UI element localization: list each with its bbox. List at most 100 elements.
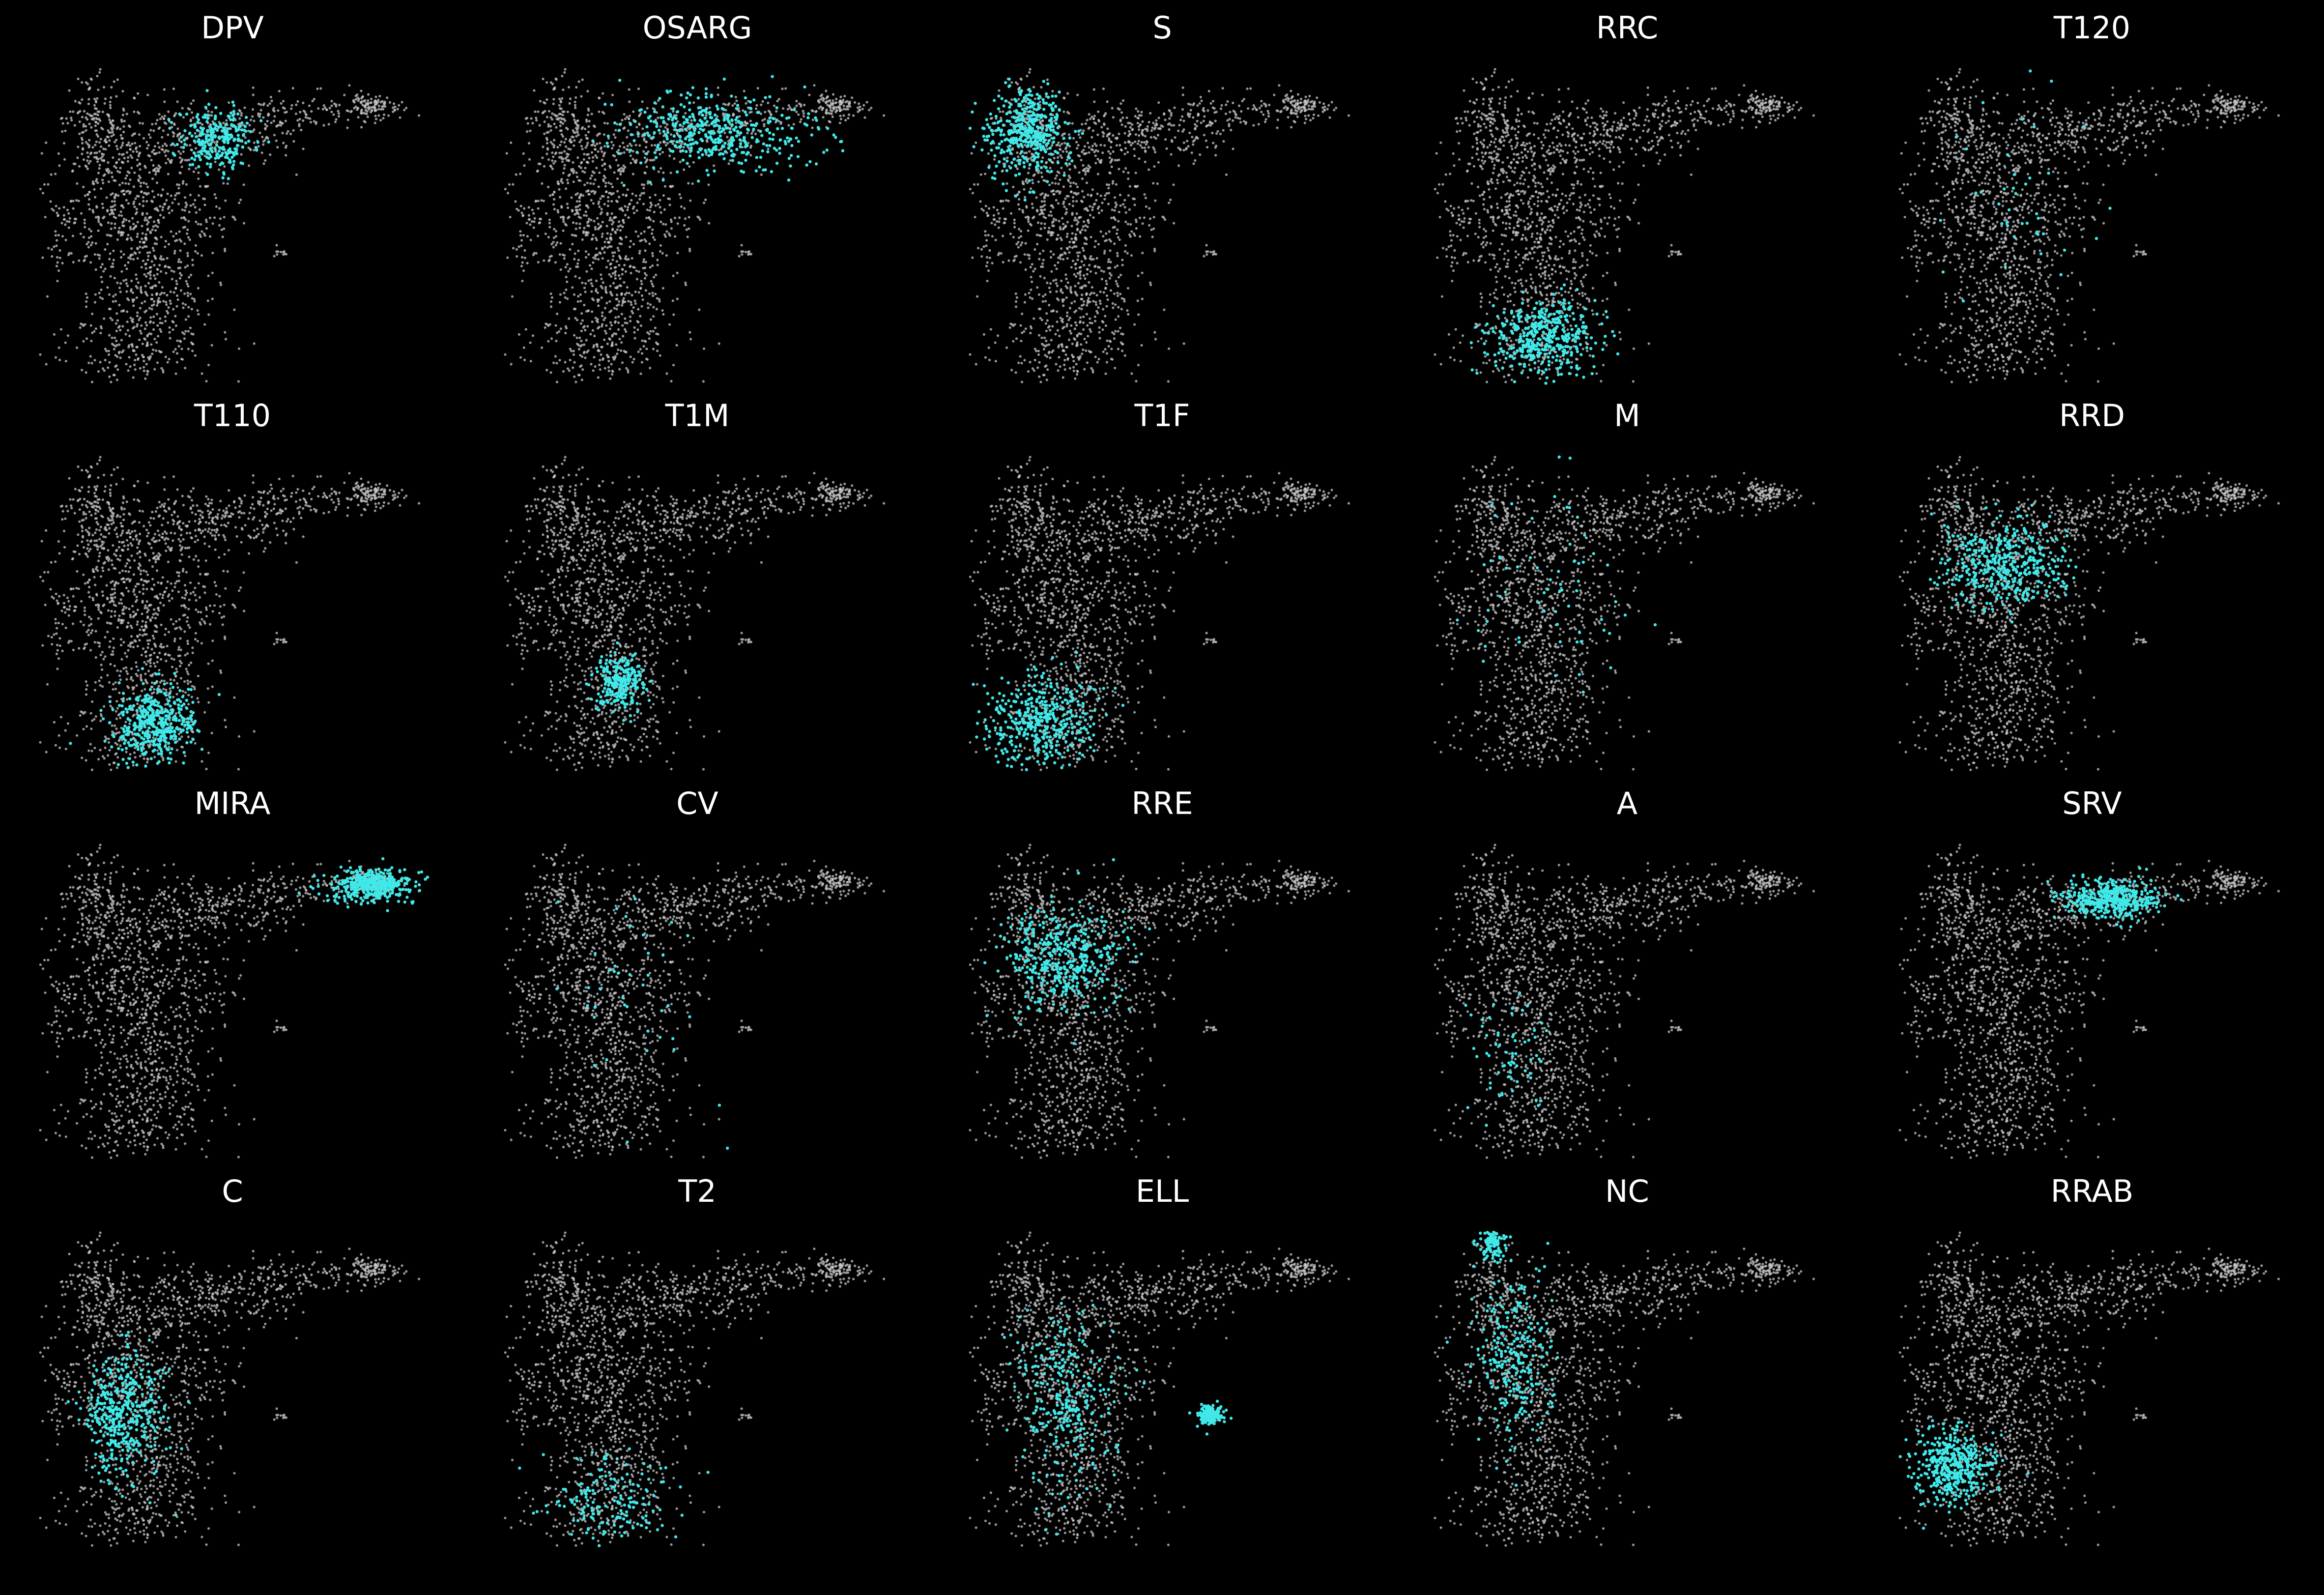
data-point <box>1090 270 1092 273</box>
data-point <box>825 89 827 92</box>
data-point <box>207 314 210 316</box>
data-point <box>1119 327 1121 329</box>
data-point <box>51 255 53 258</box>
data-point <box>613 251 616 254</box>
data-point <box>840 109 842 111</box>
data-point <box>618 264 620 266</box>
data-point <box>1025 216 1027 219</box>
data-point <box>290 108 292 110</box>
data-point <box>87 362 90 364</box>
data-point <box>165 122 167 125</box>
data-point <box>1082 164 1084 167</box>
highlight-point <box>606 145 609 148</box>
data-point <box>520 205 522 207</box>
data-point <box>613 307 616 310</box>
highlight-point <box>180 136 183 139</box>
data-point <box>560 242 562 245</box>
highlight-point <box>759 156 762 159</box>
data-point <box>87 246 90 248</box>
data-point <box>616 177 619 180</box>
data-point <box>360 126 363 128</box>
data-point <box>614 274 617 276</box>
data-point <box>76 182 78 185</box>
data-point <box>248 164 250 167</box>
highlight-point <box>645 125 648 128</box>
data-point <box>547 324 549 327</box>
data-point <box>1046 368 1049 371</box>
data-point <box>119 167 121 169</box>
highlight-point <box>768 95 771 98</box>
data-point <box>157 194 159 196</box>
data-point <box>1063 364 1065 366</box>
data-point <box>1169 199 1172 201</box>
data-point <box>145 267 147 270</box>
data-point <box>649 206 652 208</box>
data-point <box>1078 251 1081 254</box>
highlight-point <box>230 156 233 159</box>
data-point <box>108 353 110 356</box>
data-point <box>287 130 289 133</box>
highlight-point <box>776 127 779 130</box>
data-point <box>115 145 118 147</box>
data-point <box>93 156 96 158</box>
data-point <box>624 328 626 331</box>
data-point <box>106 233 109 236</box>
data-point <box>178 345 180 348</box>
data-point <box>134 142 136 145</box>
data-point <box>839 106 841 109</box>
data-point <box>152 249 155 252</box>
data-point <box>625 270 627 273</box>
highlight-point <box>726 113 729 116</box>
data-point <box>814 111 817 113</box>
highlight-point <box>652 136 655 139</box>
data-point <box>605 191 607 193</box>
data-point <box>125 190 128 193</box>
data-point <box>708 124 710 126</box>
data-point <box>295 104 297 106</box>
data-point <box>761 100 764 103</box>
data-point <box>578 197 581 199</box>
data-point <box>131 217 134 219</box>
data-point <box>1172 183 1175 186</box>
data-point <box>575 212 578 215</box>
data-point <box>746 122 748 124</box>
data-point <box>201 123 203 126</box>
data-point <box>1177 164 1180 167</box>
data-point <box>636 328 639 331</box>
data-point <box>1086 119 1089 121</box>
data-point <box>1036 286 1038 289</box>
highlight-point <box>787 178 790 181</box>
data-point <box>149 231 152 233</box>
data-point <box>546 116 548 118</box>
highlight-point <box>223 173 226 175</box>
data-point <box>621 361 624 364</box>
data-point <box>506 257 509 259</box>
data-point <box>601 211 603 213</box>
data-point <box>546 148 549 150</box>
data-point <box>181 331 184 334</box>
data-point <box>1094 320 1096 322</box>
data-point <box>194 250 197 253</box>
data-point <box>96 181 99 184</box>
data-point <box>633 266 636 269</box>
highlight-point <box>674 122 677 125</box>
data-point <box>199 122 201 124</box>
data-point <box>278 90 281 92</box>
data-point <box>686 229 688 231</box>
data-point <box>619 284 621 287</box>
highlight-point <box>206 114 209 116</box>
highlight-point <box>655 156 658 159</box>
data-point <box>618 338 621 340</box>
data-point <box>597 291 599 294</box>
data-point <box>745 251 747 253</box>
highlight-point <box>219 125 222 128</box>
highlight-point <box>705 87 708 90</box>
data-point <box>1061 254 1063 256</box>
data-point <box>1170 112 1173 115</box>
data-point <box>1002 111 1004 113</box>
data-point <box>583 184 586 186</box>
data-point <box>1073 273 1075 276</box>
data-point <box>547 158 550 161</box>
data-point <box>152 303 155 306</box>
data-point <box>1028 254 1031 257</box>
